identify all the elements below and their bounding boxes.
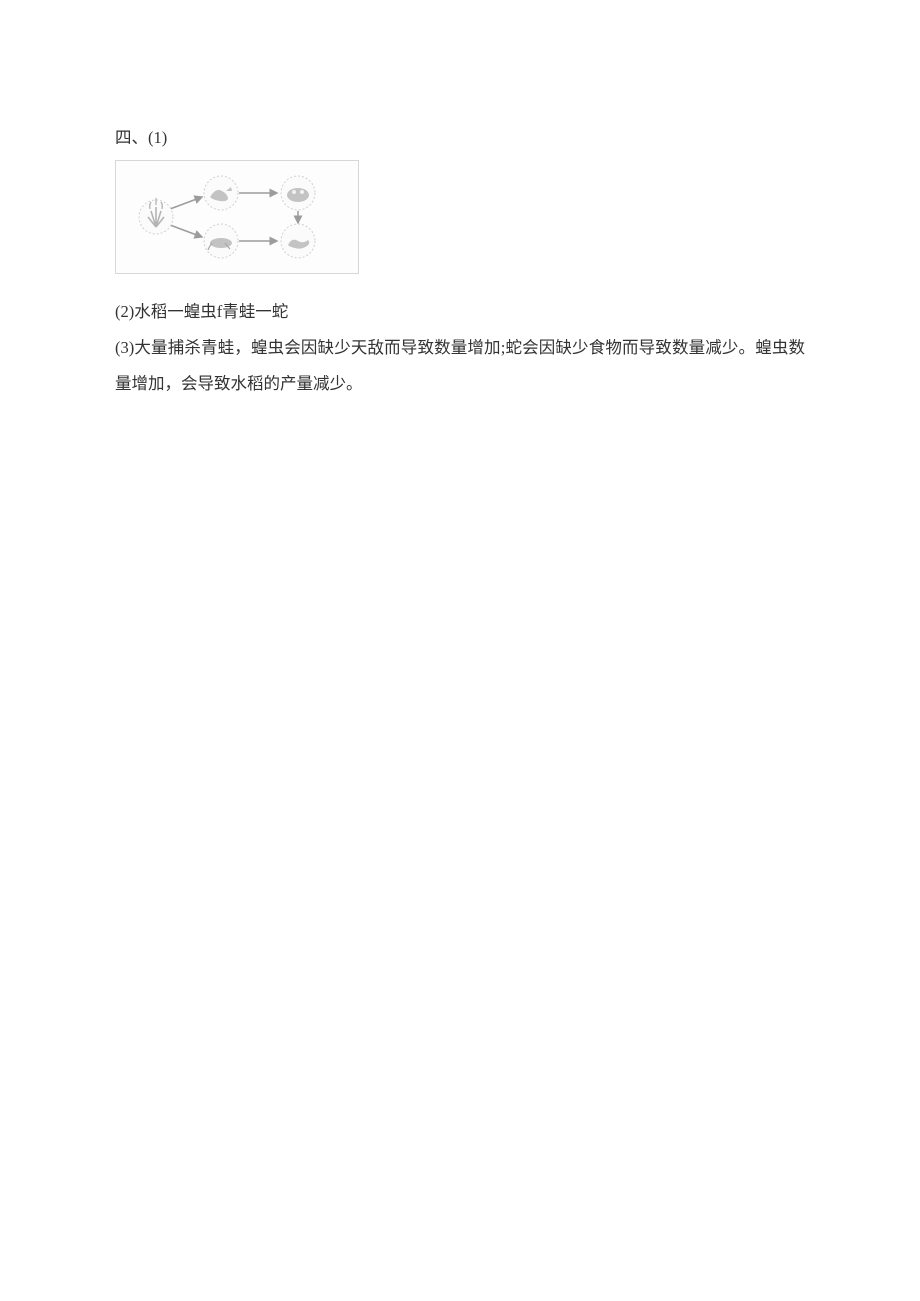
edge-rice-cat (170, 197, 202, 209)
answer-2-text: 水稻一蝗虫f青蛙一蛇 (134, 302, 288, 321)
node-rice (139, 198, 173, 234)
answer-3-label: (3) (115, 338, 134, 357)
node-cat (204, 176, 238, 210)
node-snake (281, 224, 315, 258)
node-locust (204, 224, 238, 258)
document-page: 四、(1) (0, 0, 920, 402)
food-web-diagram (115, 160, 359, 274)
section-label: 四、(1) (115, 128, 167, 147)
answer-2-label: (2) (115, 302, 134, 321)
food-web-svg (126, 169, 348, 265)
answer-3-text: 大量捕杀青蛙，蝗虫会因缺少天敌而导致数量增加;蛇会因缺少食物而导致数量减少。蝗虫… (115, 338, 805, 393)
node-owl (281, 176, 315, 210)
edge-rice-locust (170, 225, 202, 237)
section-heading: 四、(1) (115, 120, 805, 156)
answer-2: (2)水稻一蝗虫f青蛙一蛇 (115, 294, 805, 330)
answer-3: (3)大量捕杀青蛙，蝗虫会因缺少天敌而导致数量增加;蛇会因缺少食物而导致数量减少… (115, 330, 805, 403)
